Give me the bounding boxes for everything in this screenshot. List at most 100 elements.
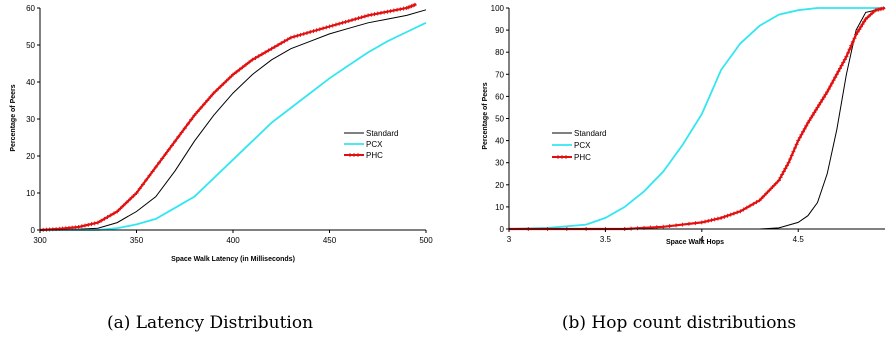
data-point <box>852 36 857 41</box>
data-point <box>820 97 825 102</box>
x-axis-label: Space Walk Latency (in Milliseconds) <box>171 256 295 263</box>
legend-marker <box>556 155 560 159</box>
data-point <box>712 217 717 222</box>
y-tick-label: 40 <box>26 78 35 87</box>
data-point <box>398 7 403 12</box>
data-point <box>735 210 740 215</box>
data-point <box>205 98 210 103</box>
y-tick-label: 90 <box>495 26 504 35</box>
data-point <box>324 25 329 30</box>
y-tick-label: 80 <box>495 48 504 57</box>
series-phc <box>507 6 886 231</box>
data-point <box>256 54 261 59</box>
data-point <box>308 30 313 35</box>
legend-marker <box>560 155 564 159</box>
data-point <box>738 209 743 214</box>
series-layer <box>38 2 427 232</box>
hop-count-chart: 0 10 20 30 40 50 60 70 80 90 100 3 3.5 4 4.5 Space Wal… <box>482 4 886 246</box>
data-point <box>654 225 659 230</box>
y-tick-label: 70 <box>495 70 504 79</box>
data-point <box>247 60 252 65</box>
y-tick-label: 50 <box>495 115 504 124</box>
data-point <box>686 221 691 226</box>
series-line <box>509 7 886 230</box>
data-point <box>288 35 293 40</box>
data-point <box>83 223 88 228</box>
data-point <box>147 173 152 178</box>
data-point <box>198 105 203 110</box>
series-standard <box>509 7 886 230</box>
data-point <box>211 91 216 96</box>
series-line <box>40 21 427 231</box>
data-point <box>807 118 812 123</box>
data-point <box>237 67 242 72</box>
data-point <box>279 41 284 46</box>
y-tick-label: 10 <box>495 203 504 212</box>
data-point <box>276 43 281 47</box>
data-point <box>76 225 81 230</box>
data-point <box>881 6 886 11</box>
y-tick-label: 100 <box>491 4 505 13</box>
series-line <box>508 7 885 230</box>
data-point <box>144 178 149 183</box>
data-point <box>372 12 377 17</box>
data-point <box>218 84 223 89</box>
series-standard <box>39 9 427 231</box>
data-point <box>797 135 802 140</box>
data-point <box>693 221 698 226</box>
x-tick-label: 450 <box>323 236 337 245</box>
data-point <box>699 220 704 225</box>
data-point <box>722 214 727 219</box>
caption-a: (a) Latency Distribution <box>107 313 313 333</box>
data-point <box>314 28 319 33</box>
data-point <box>157 160 162 165</box>
data-point <box>857 27 862 32</box>
data-point <box>86 222 91 227</box>
data-point <box>802 126 807 131</box>
data-point <box>353 17 358 22</box>
data-point <box>272 44 277 49</box>
data-point <box>748 203 753 208</box>
data-point <box>340 20 345 25</box>
data-point <box>783 166 788 171</box>
series-phc <box>38 2 417 232</box>
series-pcx <box>40 21 427 231</box>
data-point <box>823 92 828 97</box>
y-tick-label: 0 <box>31 226 36 235</box>
data-point <box>108 213 113 218</box>
data-point <box>382 10 387 15</box>
data-point <box>834 72 839 77</box>
y-tick-label: 30 <box>495 159 504 168</box>
data-point <box>821 95 826 100</box>
data-point <box>818 100 823 105</box>
data-point <box>176 134 181 139</box>
data-point <box>366 13 371 18</box>
data-point <box>195 109 200 114</box>
data-point <box>169 143 174 148</box>
data-point <box>786 160 791 165</box>
y-axis-label: Percentage of Peers <box>482 82 489 149</box>
y-tick-label: 40 <box>495 137 504 146</box>
data-point <box>375 11 380 16</box>
data-point <box>784 163 789 168</box>
series-pcx <box>508 7 885 230</box>
series-line <box>509 6 886 231</box>
data-point <box>105 215 110 220</box>
y-tick-label: 20 <box>495 181 504 190</box>
data-point <box>801 129 806 134</box>
data-point <box>858 24 863 29</box>
data-point <box>362 14 367 19</box>
data-point <box>295 33 300 38</box>
data-point <box>356 16 361 21</box>
data-point <box>369 12 374 17</box>
data-point <box>778 175 783 180</box>
data-point <box>378 10 383 15</box>
data-point <box>839 63 844 68</box>
data-point <box>350 18 355 23</box>
data-point <box>282 39 287 44</box>
data-point <box>767 188 772 193</box>
data-point <box>812 110 817 115</box>
data-point <box>850 39 855 44</box>
x-tick-label: 4.5 <box>793 235 805 244</box>
data-point <box>635 226 640 231</box>
